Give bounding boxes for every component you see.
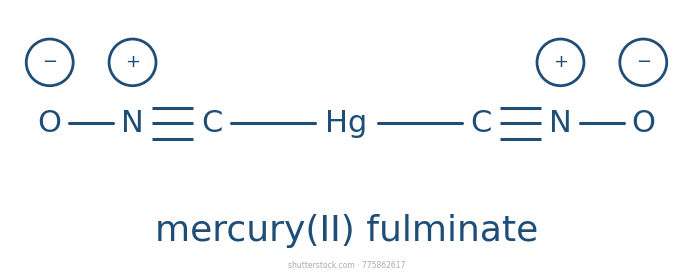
Text: O: O [37,109,62,138]
Text: C: C [201,109,222,138]
Text: shutterstock.com · 775862617: shutterstock.com · 775862617 [288,261,405,270]
Text: +: + [125,53,140,71]
Text: Hg: Hg [326,109,367,138]
Text: −: − [42,53,58,71]
Text: C: C [471,109,492,138]
Text: N: N [549,109,572,138]
Text: O: O [631,109,656,138]
Text: +: + [553,53,568,71]
Text: mercury(II) fulminate: mercury(II) fulminate [155,214,538,248]
Text: −: − [635,53,651,71]
Text: N: N [121,109,144,138]
